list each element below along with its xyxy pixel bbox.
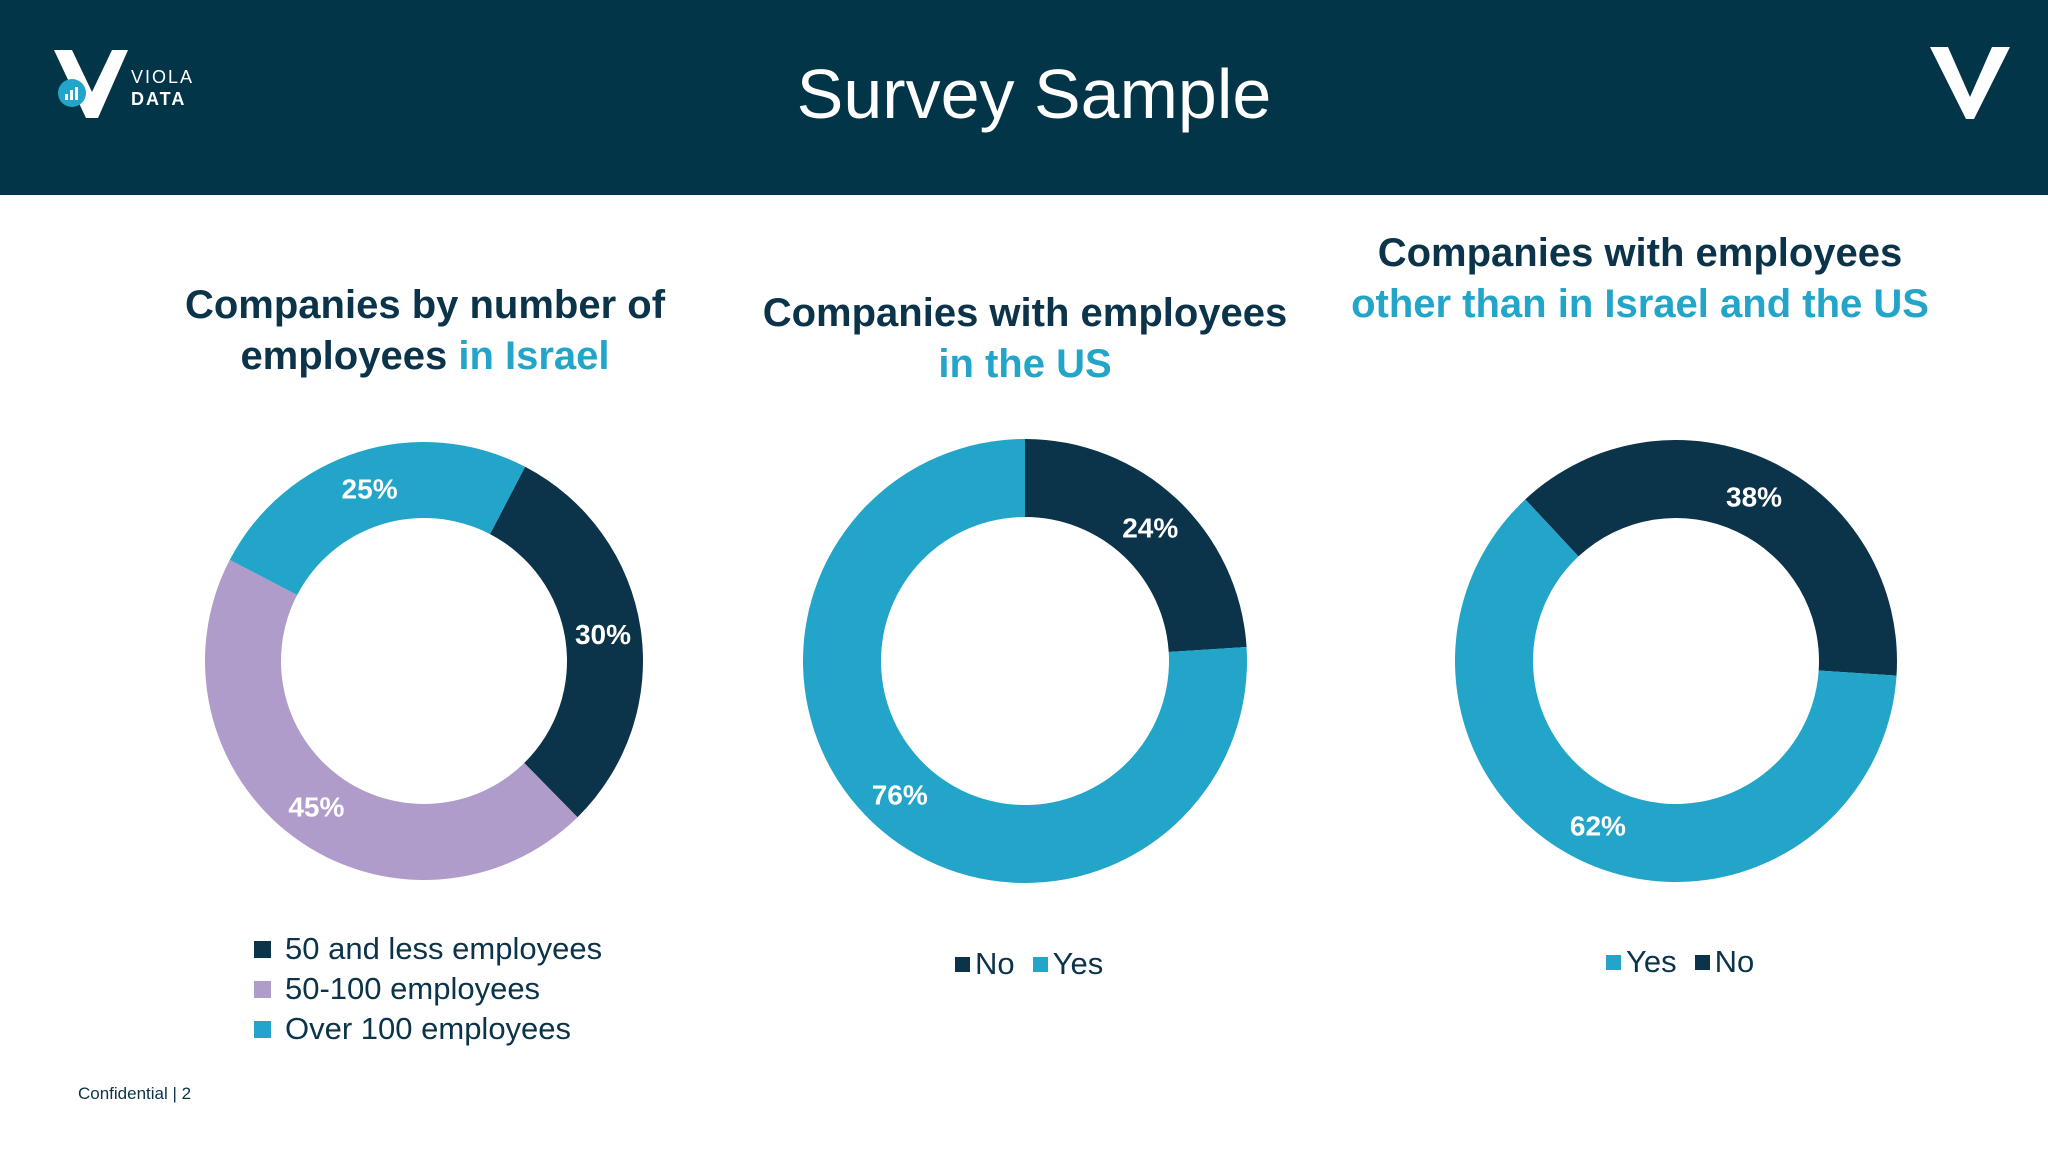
chart-3-title-main: Companies with employees: [1377, 231, 1903, 275]
chart-3-slice-2: [1455, 499, 1897, 882]
viola-v-logo-icon: [1930, 47, 2010, 119]
legend-item: Yes: [1032, 946, 1104, 982]
chart-2-title-accent: in the US: [938, 342, 1112, 386]
legend-swatch: [955, 956, 970, 972]
legend-swatch: [254, 940, 271, 958]
legend-label: Yes: [1626, 944, 1677, 979]
chart-3-slice-1: [1525, 439, 1897, 676]
chart-1-slice-2: [204, 559, 578, 880]
legend-swatch: [254, 1020, 271, 1038]
legend-label: 50 and less employees: [285, 931, 603, 966]
legend-label: Over 100 employees: [285, 1011, 572, 1046]
header-bar: VIOLA DATA Survey Sample: [0, 0, 2048, 195]
legend-item: No: [955, 946, 1015, 982]
brand-line-2: DATA: [131, 89, 187, 109]
legend-item: No: [1694, 944, 1755, 980]
legend-swatch: [1606, 954, 1621, 970]
chart-1-title-main: Companies by number of employees: [184, 283, 666, 378]
legend-label: 50-100 employees: [285, 971, 541, 1006]
legend-label: No: [1714, 944, 1755, 979]
chart-2-slice-1: [1025, 439, 1247, 652]
legend-item: Yes: [1606, 944, 1677, 980]
chart-1-data-label-2: 45%: [288, 791, 344, 822]
chart-1-title: Companies by number of employees in Isra…: [140, 280, 710, 382]
page-title: Survey Sample: [796, 55, 1272, 133]
chart-2-data-label-2: 76%: [872, 779, 928, 810]
legend-item: 50 and less employees: [254, 929, 602, 969]
chart-2-title: Companies with employees in the US: [725, 288, 1325, 390]
legend-label: No: [975, 946, 1015, 981]
chart-1-title-accent: in Israel: [458, 334, 610, 378]
chart-1-data-label-1: 30%: [575, 619, 631, 650]
chart-3-title: Companies with employees other than in I…: [1340, 228, 1940, 330]
chart-2-data-label-1: 24%: [1122, 513, 1178, 544]
chart-1-slice-3: [229, 442, 526, 595]
chart-1-slice-1: [490, 466, 643, 818]
brand-name: VIOLA DATA: [131, 66, 194, 110]
chart-2-title-main: Companies with employees: [762, 291, 1288, 335]
legend-label: Yes: [1052, 946, 1104, 981]
chart-3-title-accent: other than in Israel and the US: [1351, 282, 1929, 326]
legend-swatch: [1694, 954, 1710, 970]
legend-swatch: [1032, 956, 1048, 972]
chart-2-slice-2: [803, 439, 1247, 884]
legend-item: Over 100 employees: [254, 1009, 602, 1049]
footer-confidential: Confidential | 2: [78, 1084, 192, 1103]
chart-3-legend: Yes No: [1606, 944, 1772, 980]
brand-line-1: VIOLA: [131, 67, 195, 87]
chart-1-legend: 50 and less employees 50-100 employees O…: [254, 929, 602, 1049]
legend-swatch: [254, 980, 271, 998]
legend-item: 50-100 employees: [254, 969, 602, 1009]
chart-1-data-label-3: 25%: [342, 473, 398, 504]
viola-data-logo-icon: [54, 50, 128, 118]
chart-2-legend: No Yes: [955, 946, 1121, 982]
chart-3-data-label-2: 62%: [1570, 810, 1626, 841]
chart-3-data-label-1: 38%: [1726, 482, 1782, 513]
